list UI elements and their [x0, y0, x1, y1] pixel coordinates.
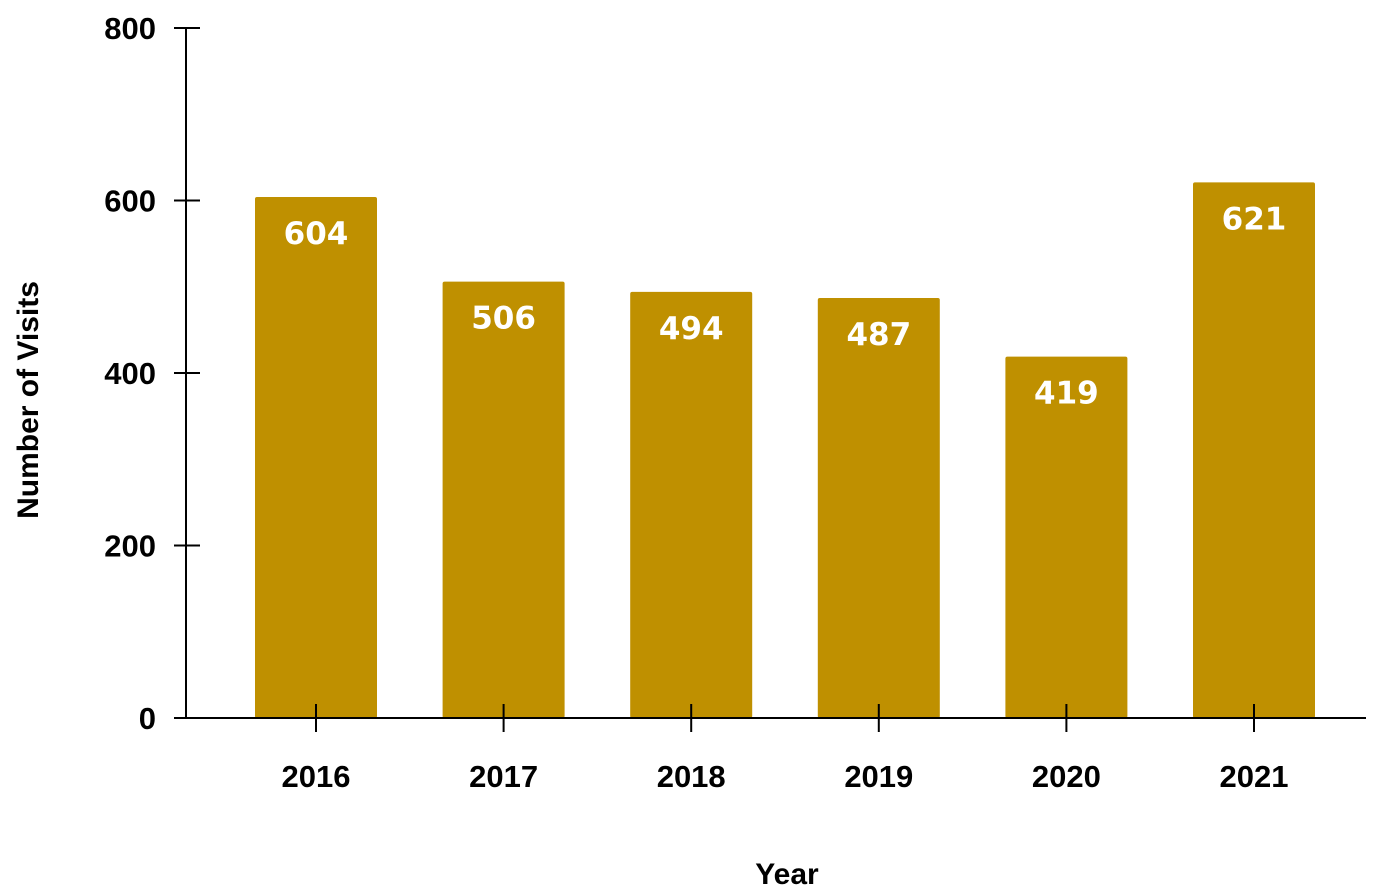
data-label: 494 — [659, 311, 724, 347]
data-label: 604 — [284, 216, 349, 252]
bar — [1005, 356, 1128, 718]
bars-group — [255, 182, 1315, 719]
x-axis-title: Year — [755, 858, 819, 889]
bar — [1193, 182, 1315, 718]
x-tick-label: 2017 — [469, 759, 538, 794]
x-tick-label: 2016 — [282, 759, 351, 794]
y-tick-label: 0 — [139, 701, 156, 736]
x-tick-label: 2020 — [1032, 759, 1101, 794]
bar — [630, 291, 753, 718]
x-tick-label: 2021 — [1220, 759, 1289, 794]
data-label: 419 — [1034, 376, 1099, 412]
y-tick-label: 400 — [104, 356, 156, 391]
y-axis: 0 200 400 600 800 — [104, 11, 200, 736]
data-label: 621 — [1222, 201, 1287, 237]
x-tick-label: 2019 — [844, 759, 913, 794]
y-tick-label: 600 — [104, 184, 156, 219]
data-labels-group: 604 506 494 487 419 621 — [284, 201, 1287, 411]
data-label: 506 — [471, 301, 536, 337]
y-tick-label: 800 — [104, 11, 156, 46]
x-tick-label: 2018 — [657, 759, 726, 794]
bar — [817, 297, 940, 718]
bar — [255, 197, 377, 719]
x-axis: 2016 2017 2018 2019 2020 2021 — [174, 704, 1366, 794]
y-axis-title: Number of Visits — [12, 281, 45, 519]
data-label: 487 — [846, 317, 911, 353]
bar — [442, 281, 565, 718]
y-tick-label: 200 — [104, 529, 156, 564]
